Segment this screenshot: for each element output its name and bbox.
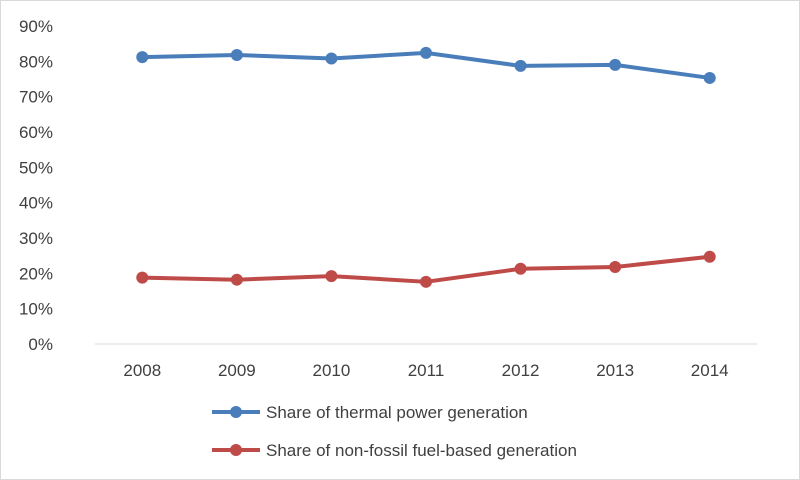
- y-tick-label: 80%: [19, 52, 53, 71]
- legend-label-thermal: Share of thermal power generation: [266, 403, 528, 422]
- y-tick-label: 50%: [19, 158, 53, 177]
- legend-label-nonfossil: Share of non-fossil fuel-based generatio…: [266, 441, 577, 460]
- x-tick-label: 2010: [313, 361, 351, 380]
- data-point-thermal: [136, 51, 149, 64]
- x-tick-label: 2012: [502, 361, 540, 380]
- y-tick-label: 10%: [19, 300, 53, 319]
- x-tick-label: 2011: [408, 361, 445, 380]
- data-point-thermal: [325, 52, 338, 65]
- data-point-thermal: [230, 48, 243, 61]
- legend-swatch-marker-nonfossil: [230, 444, 242, 456]
- data-point-nonfossil: [609, 260, 622, 273]
- data-point-thermal: [514, 59, 527, 72]
- data-point-thermal: [420, 46, 432, 59]
- series-layer: [136, 46, 716, 288]
- data-point-nonfossil: [230, 273, 243, 286]
- y-tick-label: 30%: [19, 229, 53, 248]
- x-tick-label: 2014: [691, 361, 729, 380]
- y-tick-label: 20%: [19, 264, 53, 283]
- x-tick-label: 2008: [123, 361, 161, 380]
- legend-item-nonfossil: Share of non-fossil fuel-based generatio…: [212, 441, 577, 460]
- legend-swatch-marker-thermal: [230, 406, 242, 418]
- legend-item-thermal: Share of thermal power generation: [212, 403, 528, 422]
- x-tick-label: 2013: [596, 361, 634, 380]
- data-point-nonfossil: [420, 275, 432, 288]
- data-point-thermal: [703, 71, 716, 84]
- data-point-nonfossil: [514, 262, 527, 275]
- legend: Share of thermal power generation Share …: [212, 403, 577, 460]
- y-tick-label: 60%: [19, 123, 53, 142]
- data-point-nonfossil: [136, 271, 149, 284]
- y-tick-label: 90%: [19, 17, 53, 36]
- y-tick-label: 40%: [19, 194, 53, 213]
- data-point-nonfossil: [703, 250, 716, 263]
- y-tick-label: 0%: [28, 335, 53, 354]
- x-axis-ticks: 2008 2009 2010 2011 2012 2013 2014: [123, 361, 728, 380]
- y-axis-ticks: 0% 10% 20% 30% 40% 50% 60% 70% 80% 90%: [19, 17, 53, 354]
- x-tick-label: 2009: [218, 361, 256, 380]
- data-point-nonfossil: [325, 270, 338, 283]
- y-tick-label: 70%: [19, 88, 53, 107]
- data-point-thermal: [609, 58, 622, 71]
